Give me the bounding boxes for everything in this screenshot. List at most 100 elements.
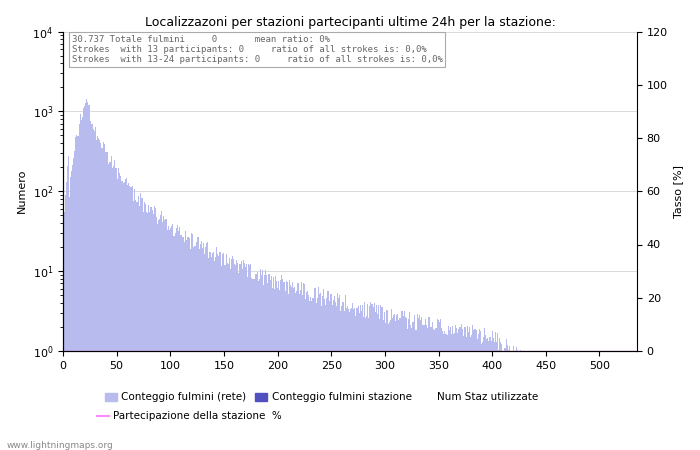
Bar [468,333,469,450]
Bar [571,351,572,450]
Bar [517,350,519,450]
Bar [390,320,391,450]
Bar [457,333,458,450]
Bar [608,351,610,450]
Bar [391,309,392,450]
Bar [129,186,130,450]
Bar [398,320,400,450]
Bar [620,351,622,450]
Bar [382,307,384,450]
Bar [90,122,92,450]
Bar [134,189,135,450]
Bar [272,288,273,450]
Bar [106,153,108,450]
Bar [305,299,306,450]
Bar [598,351,599,450]
Bar [183,242,185,450]
Bar [562,351,564,450]
Bar [181,237,183,450]
Bar [221,266,223,450]
Bar [634,351,636,450]
Bar [82,117,83,450]
Bar [469,328,470,450]
Bar [176,228,177,450]
Bar [350,309,351,450]
Bar [144,202,145,450]
Bar [70,177,71,450]
Bar [163,216,164,450]
Bar [175,233,176,450]
Bar [147,213,148,450]
Bar [128,184,129,450]
Bar [473,330,475,450]
Bar [525,351,526,450]
Bar [410,325,411,450]
Bar [420,320,421,450]
Bar [85,103,86,450]
Bar [344,295,346,450]
Bar [178,231,179,450]
Bar [526,351,527,450]
Bar [241,270,243,450]
Bar [406,319,407,450]
Bar [199,244,201,450]
Bar [223,252,225,450]
Bar [338,298,339,450]
Bar [612,351,613,450]
Bar [510,351,511,450]
Bar [452,325,453,450]
Bar [237,264,239,450]
Bar [256,274,257,450]
Bar [405,317,406,450]
Bar [374,312,376,450]
Bar [140,194,141,450]
Bar [575,351,576,450]
Text: 30.737 Totale fulmini     0       mean ratio: 0%
Strokes  with 13 participants: : 30.737 Totale fulmini 0 mean ratio: 0% S… [71,35,442,64]
Bar [174,236,175,450]
Bar [584,351,585,450]
Bar [277,288,278,450]
Bar [495,332,496,450]
Bar [304,284,305,450]
Bar [130,187,131,450]
Bar [498,350,499,450]
Bar [99,140,100,450]
Bar [218,256,219,450]
Bar [379,319,380,450]
Bar [294,288,295,450]
Bar [322,297,323,450]
Bar [269,274,270,450]
Bar [411,328,412,450]
Bar [271,276,272,450]
Bar [170,229,171,450]
Bar [530,351,531,450]
Bar [606,351,608,450]
Bar [404,311,405,450]
Bar [124,182,125,450]
Y-axis label: Numero: Numero [17,169,27,213]
Bar [340,311,342,450]
Bar [578,351,580,450]
Bar [281,275,282,450]
Bar [161,212,162,450]
Bar [614,351,615,450]
Bar [482,342,483,450]
Bar [560,351,561,450]
Bar [136,202,138,450]
Bar [465,327,466,450]
Bar [289,280,290,450]
Bar [486,339,487,450]
Bar [360,311,362,450]
Bar [201,241,202,450]
Bar [409,312,410,450]
Bar [389,322,390,450]
Bar [630,351,631,450]
Bar [471,335,472,450]
Bar [203,243,204,450]
Bar [631,351,632,450]
Bar [97,136,98,450]
Bar [567,351,568,450]
Bar [529,351,530,450]
Bar [214,261,215,450]
Bar [231,259,232,450]
